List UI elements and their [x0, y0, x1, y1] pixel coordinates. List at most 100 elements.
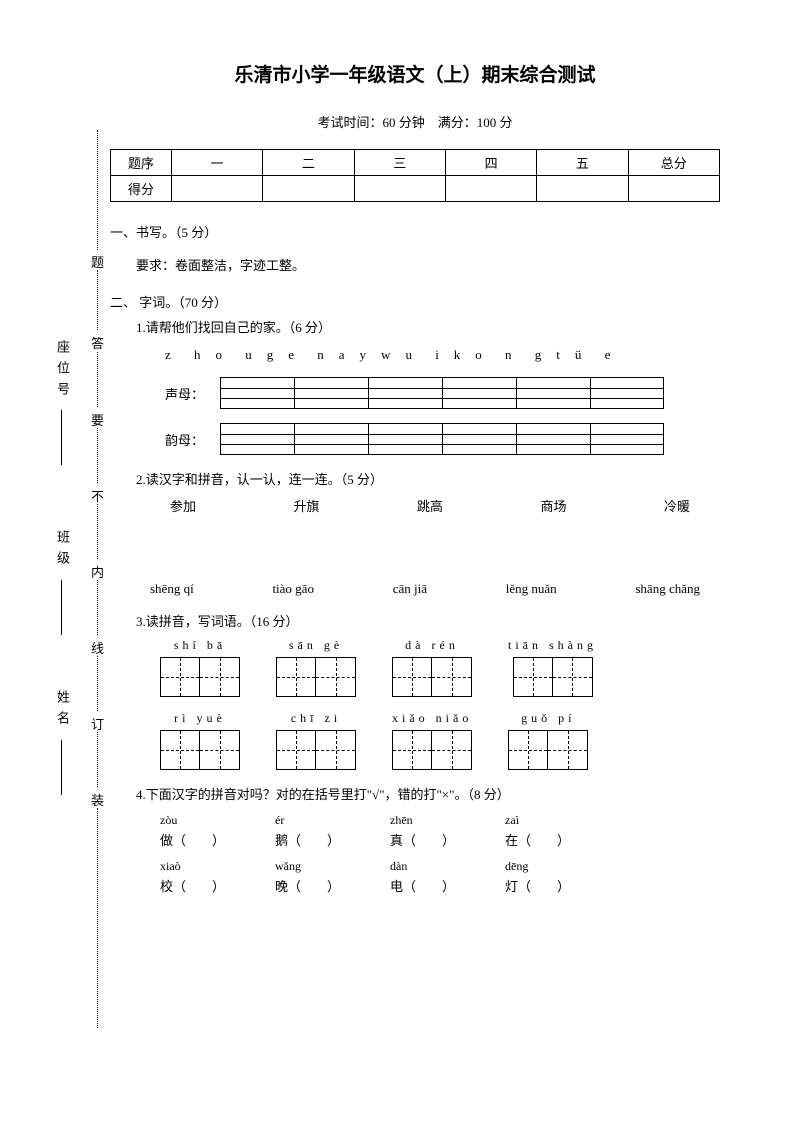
grid-cell — [442, 377, 516, 409]
tian-box — [160, 730, 200, 770]
check-py: dēng — [505, 859, 570, 874]
tian-pinyin: guǒ pí — [521, 711, 575, 726]
yunmu-row: 韵母： — [165, 423, 720, 455]
shengmu-row: 声母： — [165, 377, 720, 409]
field-class: 班级 — [53, 530, 72, 572]
grid-cell — [516, 423, 590, 455]
check-item: zhēn 真（ ） — [390, 813, 455, 849]
grid-cell — [220, 377, 294, 409]
tian-pinyin: chī zi — [291, 711, 341, 726]
th-0: 题序 — [111, 150, 172, 176]
margin-char-0: 题 — [91, 252, 104, 271]
margin-char-7: 装 — [91, 790, 104, 809]
td-blank — [263, 176, 354, 202]
score-table: 题序 一 二 三 四 五 总分 得分 — [110, 149, 720, 202]
section-2-3: 3.读拼音，写词语。（16 分） — [136, 611, 720, 630]
tian-group: shí bā — [160, 638, 240, 697]
th-3: 三 — [354, 150, 445, 176]
match-py: lěng nuǎn — [506, 581, 557, 597]
margin-char-5: 线 — [91, 638, 104, 657]
dotted-line-5 — [97, 504, 98, 559]
margin-char-1: 答 — [91, 333, 104, 352]
tian-row-1: shí bā sān gè dà rén tiān shàng — [160, 638, 720, 697]
grid-cell — [442, 423, 516, 455]
th-1: 一 — [171, 150, 262, 176]
check-han: 晚（ ） — [275, 876, 340, 895]
table-row: 得分 — [111, 176, 720, 202]
tian-box — [316, 730, 356, 770]
tian-box — [316, 657, 356, 697]
tian-box — [548, 730, 588, 770]
exam-title: 乐清市小学一年级语文（上）期末综合测试 — [110, 60, 720, 87]
check-py: xiaò — [160, 859, 225, 874]
table-row: 题序 一 二 三 四 五 总分 — [111, 150, 720, 176]
check-han: 在（ ） — [505, 830, 570, 849]
shengmu-label: 声母： — [165, 384, 210, 403]
th-2: 二 — [263, 150, 354, 176]
tian-box — [432, 730, 472, 770]
th-4: 四 — [445, 150, 536, 176]
four-line-grid — [220, 377, 664, 409]
td-blank — [171, 176, 262, 202]
tian-box — [508, 730, 548, 770]
dotted-line-4 — [97, 428, 98, 483]
match-pinyin: shēng qí tiào gāo cān jiā lěng nuǎn shān… — [150, 581, 700, 597]
dotted-line-9 — [97, 808, 98, 1028]
tian-group: sān gè — [276, 638, 356, 697]
grid-cell — [368, 423, 442, 455]
match-py: shāng chǎng — [635, 581, 700, 597]
grid-cell — [294, 377, 368, 409]
tian-group: tiān shàng — [508, 638, 597, 697]
th-6: 总分 — [628, 150, 719, 176]
section-2-1: 1.请帮他们找回自己的家。（6 分） — [136, 317, 720, 336]
tian-box — [392, 657, 432, 697]
check-han: 真（ ） — [390, 830, 455, 849]
check-py: zòu — [160, 813, 225, 828]
match-word: 跳高 — [417, 496, 443, 515]
check-item: zòu 做（ ） — [160, 813, 225, 849]
td-blank — [628, 176, 719, 202]
margin-char-3: 不 — [91, 486, 104, 505]
section-2-4: 4.下面汉字的拼音对吗？对的在括号里打"√"，错的打"×"。（8 分） — [136, 784, 720, 803]
match-word: 参加 — [170, 496, 196, 515]
tian-row-2: rì yuè chī zi xiǎo niǎo guǒ pí — [160, 711, 720, 770]
tian-group: chī zi — [276, 711, 356, 770]
grid-cell — [294, 423, 368, 455]
tian-group: rì yuè — [160, 711, 240, 770]
grid-cell — [220, 423, 294, 455]
field-name-line — [61, 740, 62, 795]
check-py: ér — [275, 813, 340, 828]
match-py: tiào gāo — [272, 581, 314, 597]
check-item: xiaò 校（ ） — [160, 859, 225, 895]
check-item: ér 鹅（ ） — [275, 813, 340, 849]
match-word: 商场 — [540, 496, 566, 515]
match-gap — [110, 523, 720, 573]
tian-pinyin: xiǎo niǎo — [392, 711, 472, 726]
tian-box — [200, 657, 240, 697]
tian-group: dà rén — [392, 638, 472, 697]
tian-pinyin: shí bā — [174, 638, 226, 653]
dotted-line-1 — [97, 130, 98, 250]
check-py: dàn — [390, 859, 455, 874]
td-score-label: 得分 — [111, 176, 172, 202]
td-blank — [354, 176, 445, 202]
field-name: 姓名 — [53, 690, 72, 732]
tian-pinyin: dà rén — [405, 638, 459, 653]
tian-pinyin: tiān shàng — [508, 638, 597, 653]
section-2-2: 2.读汉字和拼音，认一认，连一连。（5 分） — [136, 469, 720, 488]
match-words: 参加 升旗 跳高 商场 冷暖 — [170, 496, 690, 515]
tian-box — [276, 657, 316, 697]
field-seat-line — [61, 410, 62, 465]
margin-char-2: 要 — [91, 410, 104, 429]
pinyin-letters: z h o u g e n a y w u i k o n g t ü e — [165, 344, 720, 363]
td-blank — [445, 176, 536, 202]
dotted-line-2 — [97, 270, 98, 330]
check-han: 做（ ） — [160, 830, 225, 849]
match-py: shēng qí — [150, 581, 194, 597]
tian-box — [513, 657, 553, 697]
dotted-line-3 — [97, 352, 98, 407]
tian-group: guǒ pí — [508, 711, 588, 770]
th-5: 五 — [537, 150, 628, 176]
dotted-line-8 — [97, 732, 98, 787]
check-py: wǎng — [275, 859, 340, 874]
